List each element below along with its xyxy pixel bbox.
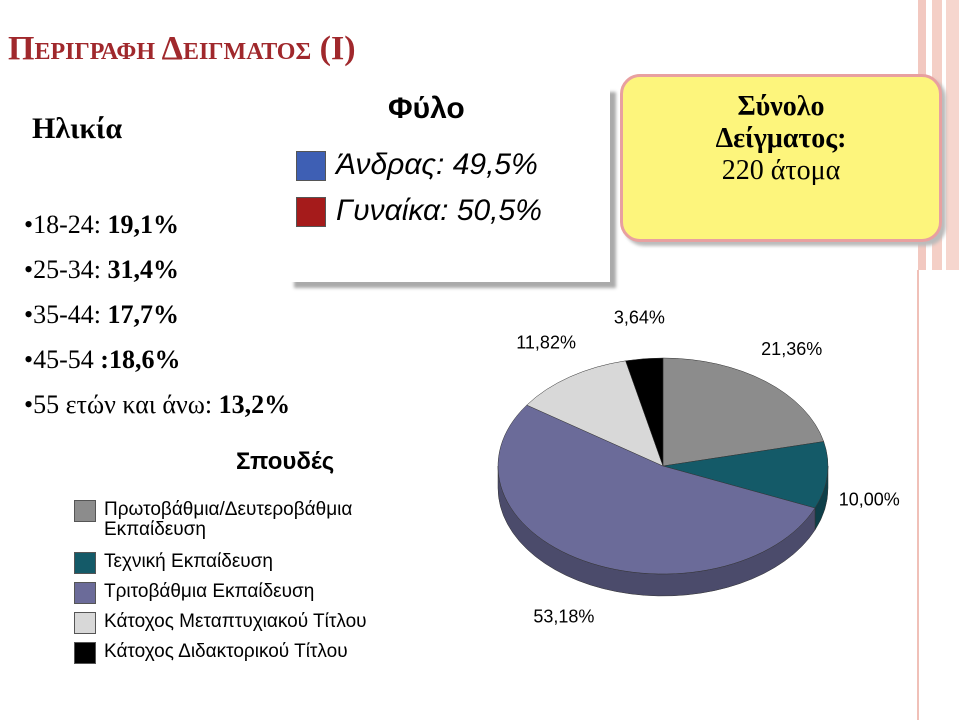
age-item: •18-24: 19,1% (24, 210, 180, 239)
pie-slice (662, 441, 829, 509)
age-label: 35-44: (33, 300, 101, 329)
age-value: 17,7% (107, 300, 180, 329)
legend-item: Πρωτοβάθμια/Δευτεροβάθμια Εκπαίδευση (74, 500, 454, 540)
legend-item: Κάτοχος Μεταπτυχιακού Τίτλου (74, 612, 454, 634)
gender-label: Γυναίκα: (336, 194, 449, 227)
legend-label: Τεχνική Εκπαίδευση (104, 552, 273, 572)
age-item: •35-44: 17,7% (24, 300, 180, 329)
gender-item: Γυναίκα: 50,5% (296, 194, 542, 228)
pie-slice (526, 360, 664, 467)
age-label: 45-54 (33, 345, 94, 374)
legend-item: Τριτοβάθμια Εκπαίδευση (74, 582, 454, 604)
legend-label: Κάτοχος Μεταπτυχιακού Τίτλου (104, 612, 367, 632)
age-value: 31,4% (107, 255, 180, 284)
age-item: •25-34: 31,4% (24, 255, 180, 284)
sample-value: 220 άτομα (721, 155, 841, 186)
sample-box: Σύνολο Δείγματος: 220 άτομα (620, 74, 942, 242)
gender-title: Φύλο (388, 92, 465, 125)
legend-swatch (74, 500, 96, 522)
data-label: 11,82% (516, 333, 576, 353)
data-label: 10,00% (839, 489, 900, 509)
age-title: Ηλικία (32, 112, 123, 145)
legend-swatch (74, 612, 96, 634)
age-value: :18,6% (100, 345, 181, 374)
legend-swatch (74, 582, 96, 604)
age-label: 25-34: (33, 255, 101, 284)
chart-title: Σπουδές (236, 448, 335, 475)
gender-item: Άνδρας: 49,5% (296, 148, 538, 182)
legend-swatch (74, 642, 96, 664)
data-label: 21,36% (761, 339, 822, 359)
sample-title: Σύνολο Δείγματος: (715, 91, 847, 154)
age-label: 18-24: (33, 210, 101, 239)
data-label: 3,64% (614, 308, 665, 328)
gender-swatch (296, 197, 326, 228)
legend-item: Τεχνική Εκπαίδευση (74, 552, 454, 574)
legend-swatch (74, 552, 96, 574)
pie-slice (625, 357, 664, 467)
gender-label: Άνδρας: (336, 148, 445, 181)
age-item: •45-54 :18,6% (24, 345, 181, 374)
slide-title: Περιγραφη Δειγματος (Ι) (8, 30, 356, 67)
legend-label: Πρωτοβάθμια/Δευτεροβάθμια Εκπαίδευση (104, 500, 353, 540)
legend-label: Κάτοχος Διδακτορικού Τίτλου (104, 642, 348, 662)
legend-label: Τριτοβάθμια Εκπαίδευση (104, 582, 315, 602)
pie-slice (662, 357, 825, 467)
age-label: 55 ετών και άνω: (33, 390, 213, 419)
gender-value: 50,5% (456, 194, 542, 227)
pie-slice (497, 404, 816, 575)
gender-box: Φύλο Άνδρας: 49,5% Γυναίκα: 50,5% (288, 86, 610, 282)
legend-item: Κάτοχος Διδακτορικού Τίτλου (74, 642, 454, 664)
data-label: 53,18% (533, 607, 594, 627)
gender-value: 49,5% (452, 148, 538, 181)
age-value: 13,2% (218, 390, 291, 419)
age-item: •55 ετών και άνω: 13,2% (24, 390, 291, 419)
age-value: 19,1% (107, 210, 180, 239)
gender-swatch (296, 151, 326, 182)
